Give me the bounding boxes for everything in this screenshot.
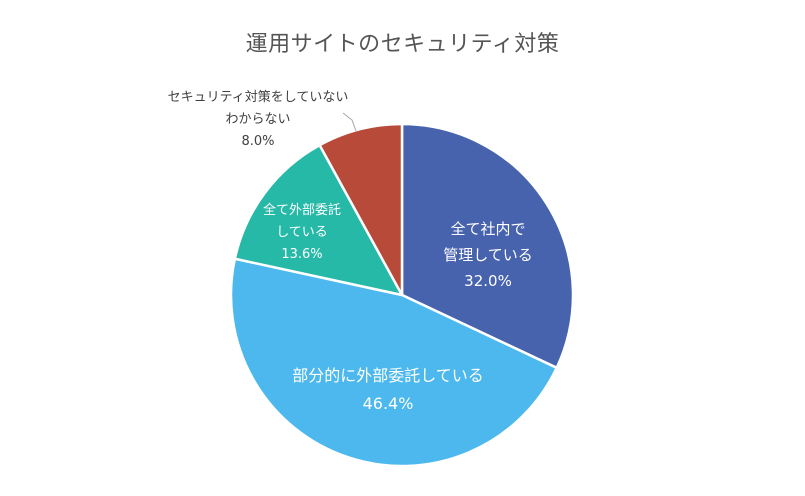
slice-category-label: 部分的に外部委託している <box>292 366 484 385</box>
pie-slice-2 <box>233 143 404 297</box>
slice-category-label: 管理している <box>443 246 533 264</box>
slice-category-label: わからない <box>225 112 290 127</box>
slice-value-label: 32.0% <box>464 272 512 290</box>
slice-label-0: 全て社内で管理している 32.0% <box>443 220 533 290</box>
slice-category-label: 全て外部委託 <box>263 202 341 218</box>
slice-label-3: セキュリティ対策をしていないわからない 8.0% <box>168 89 349 149</box>
slice-category-label: 全て社内で <box>450 220 525 238</box>
slice-label-2: 全て外部委託している 13.6% <box>263 202 341 262</box>
slice-label-1: 部分的に外部委託している 46.4% <box>292 366 484 413</box>
leader-line <box>342 112 357 132</box>
slice-value-label: 46.4% <box>363 394 414 413</box>
pie-slice-0 <box>400 122 575 370</box>
slice-category-label: セキュリティ対策をしていない <box>168 89 349 105</box>
slice-value-label: 8.0% <box>241 134 274 149</box>
slice-category-label: している <box>276 225 328 240</box>
pie-slice-3 <box>318 122 404 297</box>
slice-value-label: 13.6% <box>281 247 322 262</box>
pie-slice-1 <box>229 257 558 468</box>
chart-title: 運用サイトのセキュリティ対策 <box>245 32 560 57</box>
